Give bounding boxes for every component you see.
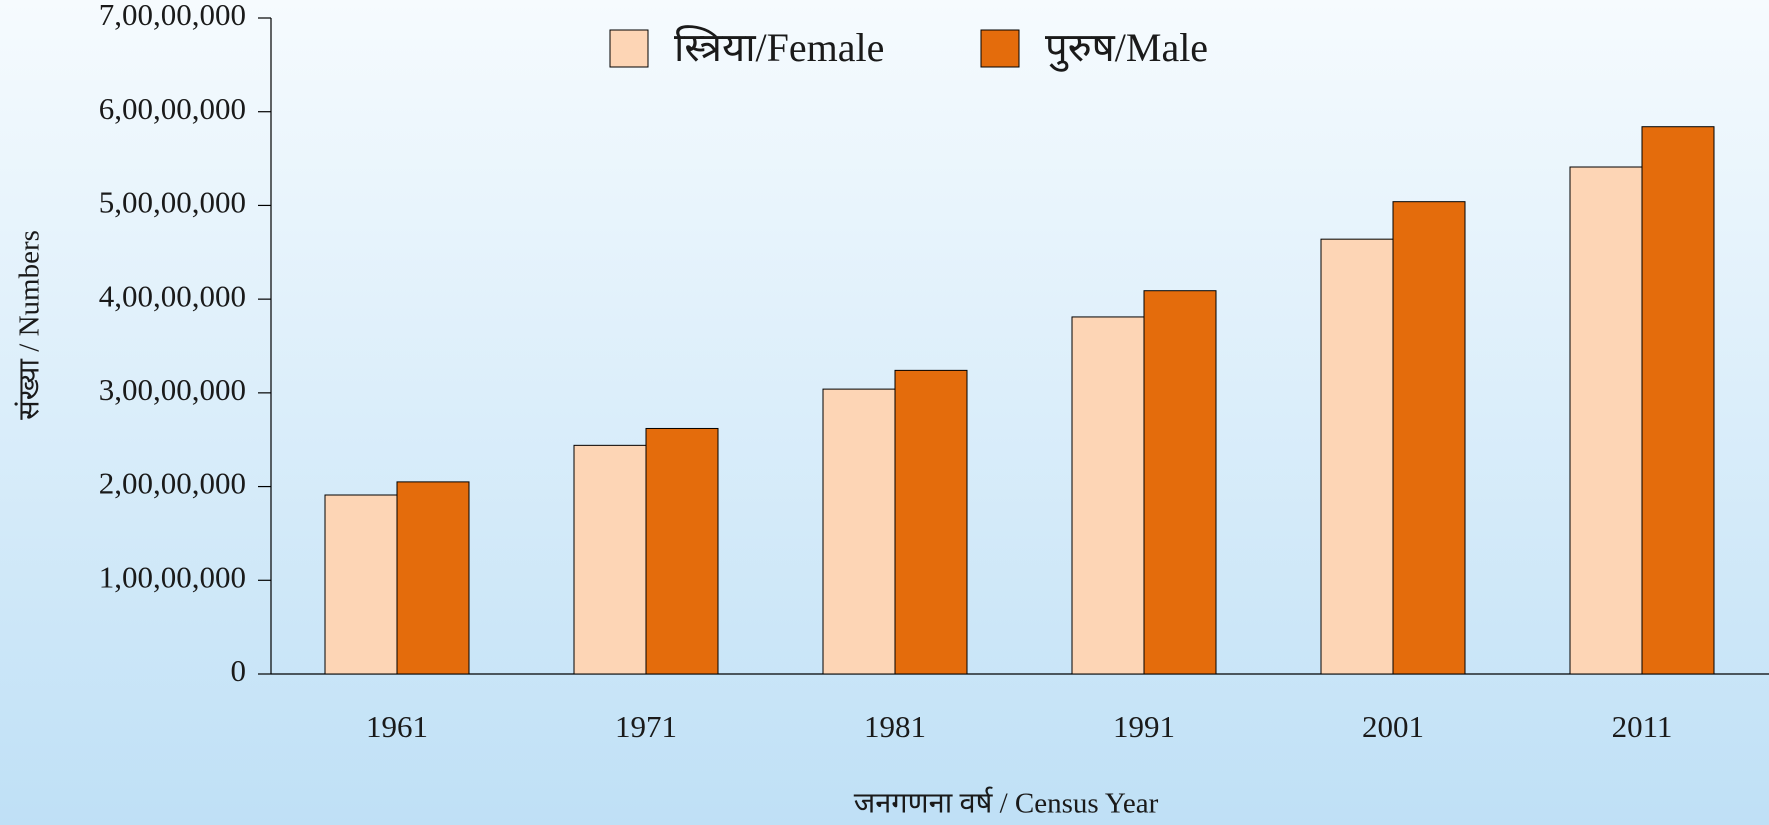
x-tick-label: 2011 [1612, 709, 1673, 744]
x-tick-label: 1991 [1113, 709, 1175, 744]
y-tick-label: 7,00,00,000 [99, 0, 246, 32]
y-axis-title: संख्या / Numbers [14, 230, 46, 420]
bar [1071, 316, 1145, 675]
bar [894, 369, 968, 675]
x-tick-label: 2001 [1362, 709, 1424, 744]
legend-label: स्त्रिया/Female [674, 25, 884, 70]
y-tick-label: 6,00,00,000 [99, 91, 246, 126]
bar [645, 427, 719, 675]
y-tick-label: 3,00,00,000 [99, 372, 246, 407]
bar [324, 494, 398, 675]
legend-label: पुरुष/Male [1045, 25, 1208, 72]
y-tick-label: 0 [231, 653, 247, 688]
y-tick-label: 4,00,00,000 [99, 278, 246, 313]
x-tick-label: 1971 [615, 709, 677, 744]
x-axis-title: जनगणना वर्ष / Census Year [854, 787, 1159, 820]
bar [1320, 238, 1394, 675]
bar [1392, 201, 1466, 675]
bar [573, 444, 647, 675]
legend-swatch [609, 29, 649, 68]
bar [822, 388, 896, 675]
bar [1569, 166, 1643, 675]
bar [1641, 126, 1715, 675]
y-tick-label: 5,00,00,000 [99, 185, 246, 220]
x-tick-label: 1981 [864, 709, 926, 744]
y-tick-label: 2,00,00,000 [99, 466, 246, 501]
y-tick-label: 1,00,00,000 [99, 559, 246, 594]
x-tick-label: 1961 [366, 709, 428, 744]
legend-swatch [980, 29, 1020, 68]
bar [1143, 290, 1217, 675]
bar [396, 481, 470, 675]
